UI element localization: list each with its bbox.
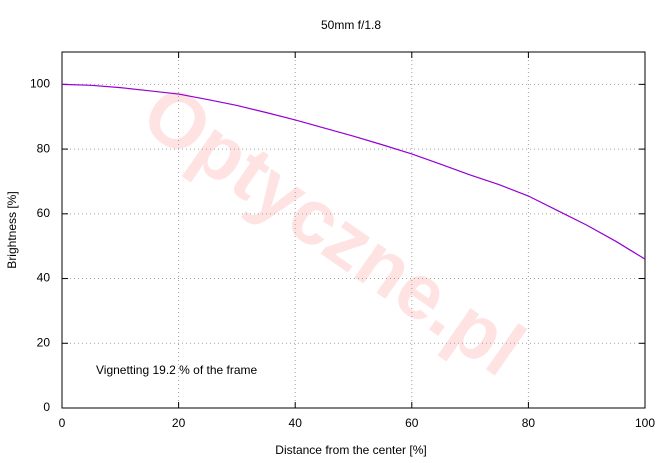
x-tick-label: 0 — [59, 416, 66, 430]
x-tick-label: 40 — [289, 416, 303, 430]
x-tick-label: 20 — [172, 416, 186, 430]
annotation: Vignetting 19.2 % of the frame — [96, 363, 258, 377]
y-tick-label: 80 — [37, 141, 51, 155]
y-tick-label: 100 — [30, 77, 50, 91]
x-axis-label: Distance from the center [%] — [275, 443, 426, 457]
data-line — [61, 83, 646, 260]
plot-frame — [61, 51, 646, 409]
y-tick-label: 40 — [37, 271, 51, 285]
y-tick-label: 20 — [37, 335, 51, 349]
y-axis-label: Brightness [%] — [5, 191, 19, 268]
chart-title: 50mm f/1.8 — [321, 18, 381, 32]
y-tick-label: 60 — [37, 206, 51, 220]
x-tick-label: 100 — [635, 416, 655, 430]
y-tick-label: 0 — [43, 400, 50, 414]
x-tick-label: 60 — [405, 416, 419, 430]
x-tick-label: 80 — [522, 416, 536, 430]
